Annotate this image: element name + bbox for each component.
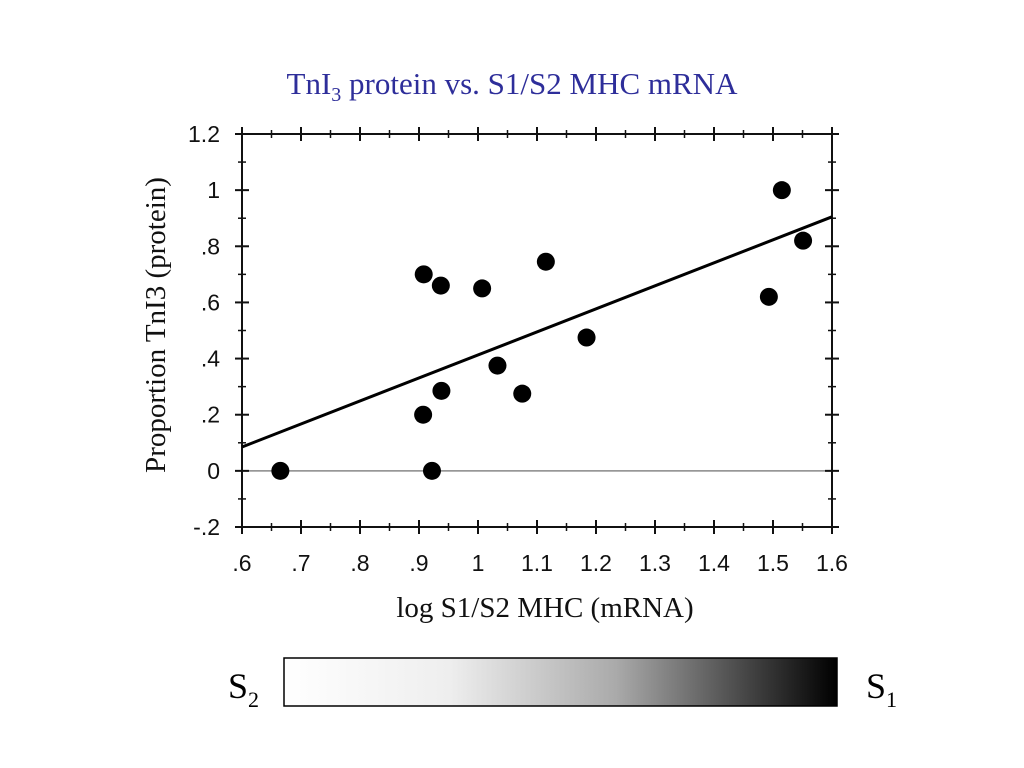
x-tick-label: .8 [350,550,369,576]
data-point [473,279,492,298]
y-tick-label: -.2 [193,514,220,540]
y-tick-label: 1.2 [188,121,220,147]
data-point [577,328,596,347]
x-tick-label: 1.1 [521,550,553,576]
x-tick-label: 1.5 [757,550,789,576]
data-point [271,461,290,480]
y-tick-label: .6 [201,289,220,315]
data-point [772,181,791,200]
gradient-scale-bar [283,657,838,707]
data-point [432,381,451,400]
x-tick-label: 1.3 [639,550,671,576]
fit-line-layer [241,215,833,449]
y-axis-label: Proportion TnI3 (protein) [140,177,172,473]
y-tick-label: .4 [201,346,220,372]
data-point [488,356,507,375]
title-subscript: 3 [331,84,342,106]
data-point [794,231,813,250]
x-tick-label: 1 [472,550,485,576]
y-tick-label: .2 [201,402,220,428]
data-point [414,405,433,424]
data-point [513,384,532,403]
y-tick-label: 1 [207,177,220,203]
x-tick-label: 1.2 [580,550,612,576]
x-tick-label: .6 [232,550,251,576]
data-point [422,461,441,480]
title-main: TnI [286,66,332,101]
chart-title: TnI3 protein vs. S1/S2 MHC mRNA [0,66,1024,107]
scale-right-letter: S [866,666,887,706]
title-rest: protein vs. S1/S2 MHC mRNA [341,66,738,101]
regression-line [241,215,833,449]
y-tick-label: .8 [201,233,220,259]
points-layer [271,181,813,480]
data-point [759,287,778,306]
data-point [414,265,433,284]
scale-right-sub: 1 [886,687,898,712]
y-tick-label: 0 [207,458,220,484]
x-tick-label: 1.4 [698,550,730,576]
scale-left-label: S2 [228,665,259,713]
scale-right-label: S1 [866,665,897,713]
x-tick-label: 1.6 [816,550,848,576]
scale-left-letter: S [228,666,249,706]
data-point [536,252,555,271]
ticks-layer: .6 .7 .8 .9 1 1.1 1.2 1.3 1.4 1.5 1.6 -.2 0 .2 .4 .6 .8 1… [188,121,848,576]
scale-left-sub: 2 [248,687,260,712]
x-tick-label: .7 [291,550,310,576]
data-point [431,276,450,295]
x-axis-label: log S1/S2 MHC (mRNA) [396,592,693,624]
x-tick-label: .9 [409,550,428,576]
